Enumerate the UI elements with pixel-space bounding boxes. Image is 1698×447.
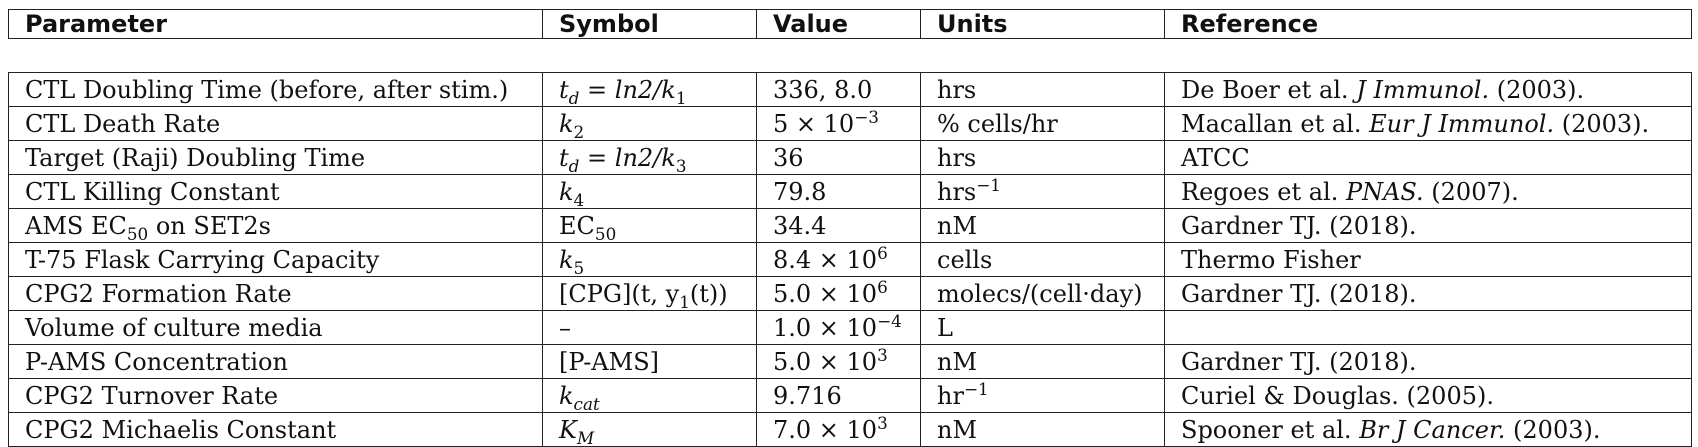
- symbol-cell: [CPG](t, y1(t)): [542, 276, 757, 311]
- parameter-cell: CPG2 Formation Rate: [8, 276, 543, 311]
- symbol-cell: [P-AMS]: [542, 344, 757, 379]
- parameter-cell: CPG2 Turnover Rate: [8, 378, 543, 413]
- units-cell: hrs: [920, 72, 1165, 107]
- units-cell: hrs−1: [920, 174, 1165, 209]
- symbol-cell: td = ln2/k1: [542, 72, 757, 107]
- reference-cell: Gardner TJ. (2018).: [1164, 208, 1692, 243]
- units-cell: nM: [920, 344, 1165, 379]
- table-row: Target (Raji) Doubling Time td = ln2/k3 …: [8, 140, 1692, 175]
- value-cell: 5.0 × 106: [756, 276, 921, 311]
- symbol-cell: EC50: [542, 208, 757, 243]
- value-cell: 8.4 × 106: [756, 242, 921, 277]
- header-symbol: Symbol: [542, 9, 757, 39]
- symbol-cell: k5: [542, 242, 757, 277]
- reference-cell: Gardner TJ. (2018).: [1164, 344, 1692, 379]
- symbol-cell: kcat: [542, 378, 757, 413]
- reference-cell: Spooner et al. Br J Cancer. (2003).: [1164, 412, 1692, 447]
- units-cell: molecs/(cell·day): [920, 276, 1165, 311]
- parameter-cell: Target (Raji) Doubling Time: [8, 140, 543, 175]
- units-cell: cells: [920, 242, 1165, 277]
- parameter-cell: CTL Killing Constant: [8, 174, 543, 209]
- symbol-cell: k2: [542, 106, 757, 141]
- reference-cell: Curiel & Douglas. (2005).: [1164, 378, 1692, 413]
- symbol-cell: k4: [542, 174, 757, 209]
- table-row: CPG2 Formation Rate [CPG](t, y1(t)) 5.0 …: [8, 276, 1692, 311]
- units-cell: nM: [920, 412, 1165, 447]
- table-row: AMS EC50 on SET2s EC50 34.4 nM Gardner T…: [8, 208, 1692, 243]
- units-cell: hrs: [920, 140, 1165, 175]
- header-value: Value: [756, 9, 921, 39]
- value-cell: 1.0 × 10−4: [756, 310, 921, 345]
- parameter-cell: CTL Death Rate: [8, 106, 543, 141]
- value-cell: 7.0 × 103: [756, 412, 921, 447]
- header-row: Parameter Symbol Value Units Reference: [8, 9, 1692, 39]
- parameter-cell: CTL Doubling Time (before, after stim.): [8, 72, 543, 107]
- value-cell: 9.716: [756, 378, 921, 413]
- parameter-cell: Volume of culture media: [8, 310, 543, 345]
- reference-cell: Thermo Fisher: [1164, 242, 1692, 277]
- parameter-cell: T-75 Flask Carrying Capacity: [8, 242, 543, 277]
- units-cell: nM: [920, 208, 1165, 243]
- reference-cell: [1164, 310, 1692, 345]
- parameter-cell: CPG2 Michaelis Constant: [8, 412, 543, 447]
- value-cell: 79.8: [756, 174, 921, 209]
- parameter-table: Parameter Symbol Value Units Reference C…: [8, 9, 1692, 447]
- table-row: CPG2 Turnover Rate kcat 9.716 hr−1 Curie…: [8, 378, 1692, 413]
- symbol-cell: td = ln2/k3: [542, 140, 757, 175]
- value-cell: 34.4: [756, 208, 921, 243]
- header-reference: Reference: [1164, 9, 1692, 39]
- value-cell: 5.0 × 103: [756, 344, 921, 379]
- table-row: CTL Death Rate k2 5 × 10−3 % cells/hr Ma…: [8, 106, 1692, 141]
- value-cell: 36: [756, 140, 921, 175]
- header-parameter: Parameter: [8, 9, 543, 39]
- header-gap: [8, 38, 1692, 73]
- reference-cell: De Boer et al. J Immunol. (2003).: [1164, 72, 1692, 107]
- reference-cell: ATCC: [1164, 140, 1692, 175]
- symbol-cell: KM: [542, 412, 757, 447]
- reference-cell: Regoes et al. PNAS. (2007).: [1164, 174, 1692, 209]
- table-row: P-AMS Concentration [P-AMS] 5.0 × 103 nM…: [8, 344, 1692, 379]
- symbol-cell: –: [542, 310, 757, 345]
- units-cell: % cells/hr: [920, 106, 1165, 141]
- parameter-cell: P-AMS Concentration: [8, 344, 543, 379]
- value-cell: 336, 8.0: [756, 72, 921, 107]
- value-cell: 5 × 10−3: [756, 106, 921, 141]
- table-row: CPG2 Michaelis Constant KM 7.0 × 103 nM …: [8, 412, 1692, 447]
- parameter-cell: AMS EC50 on SET2s: [8, 208, 543, 243]
- table-row: CTL Doubling Time (before, after stim.) …: [8, 72, 1692, 107]
- reference-cell: Macallan et al. Eur J Immunol. (2003).: [1164, 106, 1692, 141]
- reference-cell: Gardner TJ. (2018).: [1164, 276, 1692, 311]
- table-row: Volume of culture media – 1.0 × 10−4 L: [8, 310, 1692, 345]
- table-row: T-75 Flask Carrying Capacity k5 8.4 × 10…: [8, 242, 1692, 277]
- units-cell: hr−1: [920, 378, 1165, 413]
- header-units: Units: [920, 9, 1165, 39]
- units-cell: L: [920, 310, 1165, 345]
- table-row: CTL Killing Constant k4 79.8 hrs−1 Regoe…: [8, 174, 1692, 209]
